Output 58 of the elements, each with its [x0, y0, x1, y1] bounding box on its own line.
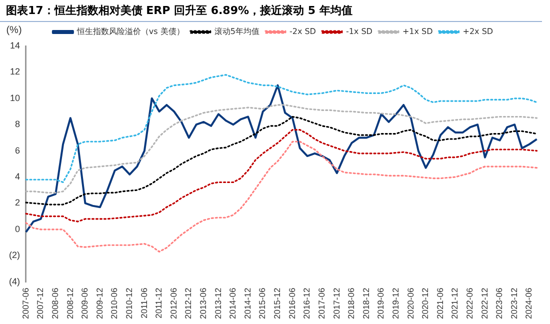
x-tick-label: 2010-12	[124, 288, 134, 320]
line-series	[25, 140, 538, 252]
y-tick-label: 0	[14, 224, 20, 234]
legend-label: +2x SD	[462, 27, 494, 36]
x-tick-label: 2021-12	[450, 288, 460, 320]
y-tick-label: 12	[10, 66, 20, 77]
x-tick-label: 2019-06	[376, 288, 386, 320]
x-tick-label: 2008-12	[64, 288, 75, 320]
y-tick-label: 14	[10, 40, 20, 50]
x-tick-label: 2007-06	[20, 288, 30, 320]
line-series	[25, 74, 538, 184]
x-tick-label: 2023-06	[494, 288, 504, 320]
y-axis-title: (%)	[6, 24, 22, 36]
x-tick-label: 2022-12	[479, 288, 490, 320]
x-tick-label: 2011-06	[138, 288, 149, 318]
y-tick-label: 8	[14, 119, 20, 130]
x-tick-label: 2020-06	[405, 288, 416, 320]
y-tick-label: 2	[14, 198, 20, 208]
x-tick-label: 2024-06	[524, 288, 534, 320]
legend-label: 滚动5年均值	[214, 27, 260, 36]
x-tick-label: 2016-06	[286, 288, 297, 320]
x-tick-label: 2007-12	[35, 288, 46, 320]
x-tick-label: 2019-12	[390, 288, 400, 320]
y-tick-label: (4)	[9, 276, 20, 286]
x-tick-label: 2015-06	[257, 288, 268, 320]
legend-label: +1x SD	[402, 27, 433, 36]
x-tick-label: 2014-06	[228, 288, 238, 320]
x-tick-label: 2012-06	[168, 288, 178, 320]
y-tick-label: 4	[14, 171, 20, 182]
x-tick-label: 2016-12	[302, 288, 312, 320]
x-tick-label: 2011-12	[154, 288, 164, 318]
x-tick-label: 2008-06	[50, 288, 60, 320]
x-tick-label: 2009-12	[94, 288, 104, 320]
x-tick-label: 2017-06	[316, 288, 326, 320]
x-tick-label: 2023-12	[508, 288, 519, 320]
x-tick-label: 2018-12	[360, 288, 371, 320]
x-tick-label: 2015-12	[272, 288, 282, 320]
chart-title: 图表17：恒生指数相对美债 ERP 回升至 6.89%，接近滚动 5 年均值	[0, 0, 542, 22]
line-series	[25, 129, 538, 222]
legend-label: -1x SD	[346, 27, 372, 36]
y-tick-label: 6	[14, 145, 20, 156]
line-series	[25, 116, 538, 206]
legend-label: 恒生指数风险溢价（vs 美债）	[76, 27, 184, 36]
x-tick-label: 2010-06	[109, 288, 120, 320]
y-tick-label: (2)	[9, 250, 20, 260]
line-series	[25, 104, 538, 194]
x-tick-label: 2013-12	[212, 288, 223, 320]
x-tick-label: 2012-12	[183, 288, 194, 320]
x-tick-label: 2020-12	[420, 288, 430, 320]
x-tick-label: 2018-06	[346, 288, 356, 320]
legend-label: -2x SD	[289, 27, 316, 36]
x-tick-label: 2022-06	[464, 288, 475, 320]
x-tick-label: 2017-12	[331, 288, 342, 320]
x-tick-label: 2021-06	[434, 288, 445, 320]
x-tick-label: 2013-06	[198, 288, 208, 320]
y-tick-label: 10	[10, 92, 20, 103]
x-tick-label: 2014-12	[242, 288, 252, 320]
x-tick-label: 2009-06	[80, 288, 90, 320]
